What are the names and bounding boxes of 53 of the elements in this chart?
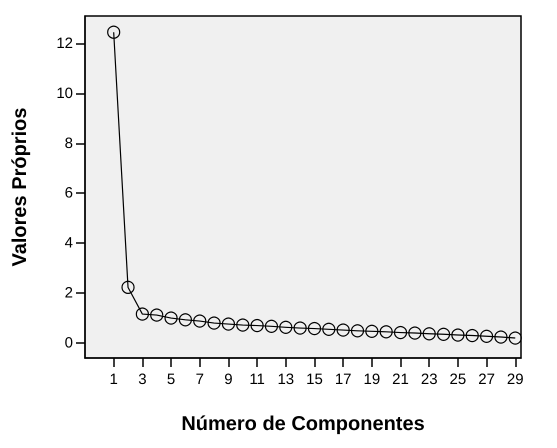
point [508, 331, 522, 345]
point [136, 307, 149, 321]
point [380, 325, 393, 338]
x-tick-label: 23 [420, 371, 438, 388]
x-tick-label: 25 [450, 371, 466, 388]
point [494, 330, 508, 344]
x-tick-label: 5 [166, 371, 176, 388]
x-tick-label: 9 [224, 371, 233, 388]
point [394, 326, 408, 340]
point [279, 320, 292, 334]
point [308, 322, 322, 336]
x-tick-label: 19 [364, 371, 380, 388]
y-tick-label: 8 [64, 134, 73, 152]
x-tick-label: 29 [506, 371, 524, 388]
x-tick-label: 1 [110, 371, 118, 388]
point [193, 314, 206, 328]
point [466, 328, 479, 342]
point [164, 311, 178, 325]
point [480, 330, 494, 343]
y-tick-label: 6 [64, 184, 73, 202]
y-axis-title: Valores Próprios [9, 108, 31, 266]
x-tick-label: 27 [478, 371, 495, 388]
point [336, 323, 350, 337]
point [436, 328, 450, 341]
point [207, 316, 221, 330]
point [408, 326, 422, 340]
point [350, 324, 364, 338]
point [222, 317, 236, 331]
y-tick-label: 0 [64, 334, 73, 352]
point [294, 321, 307, 335]
x-tick-label: 3 [138, 371, 147, 388]
y-tick-label: 2 [64, 284, 73, 302]
x-tick-label: 15 [306, 371, 323, 388]
point [178, 313, 192, 326]
y-tick-label: 10 [56, 84, 73, 102]
point [422, 327, 436, 340]
x-tick-label: 7 [196, 371, 204, 388]
point [236, 318, 250, 332]
point [250, 318, 264, 332]
x-tick-label: 11 [249, 371, 265, 388]
point [365, 324, 378, 338]
point [121, 280, 135, 294]
x-tick-label: 21 [392, 371, 409, 388]
y-tick-label: 4 [64, 234, 73, 252]
point [264, 320, 278, 333]
x-tick-label: 17 [334, 371, 352, 388]
point [322, 322, 336, 336]
x-axis-title: Número de Componentes [181, 413, 425, 435]
point [150, 308, 164, 322]
point [451, 328, 464, 342]
point [107, 26, 120, 39]
y-tick-label: 12 [56, 34, 73, 52]
x-tick-label: 13 [277, 371, 294, 388]
